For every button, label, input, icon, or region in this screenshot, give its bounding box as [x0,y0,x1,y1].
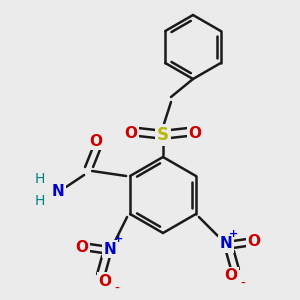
Text: O: O [248,235,260,250]
Text: O: O [224,268,237,284]
Text: +: + [229,229,239,239]
Text: N: N [220,236,232,251]
Text: N: N [52,184,64,199]
Text: H: H [35,172,45,186]
Text: O: O [188,125,202,140]
Text: O: O [90,134,103,148]
Text: O: O [99,274,112,289]
Text: O: O [76,239,88,254]
Text: S: S [157,126,169,144]
Text: H: H [35,194,45,208]
Text: N: N [104,242,116,256]
Text: -: - [115,282,119,296]
Text: -: - [241,277,245,291]
Text: +: + [113,234,123,244]
Text: O: O [124,125,137,140]
